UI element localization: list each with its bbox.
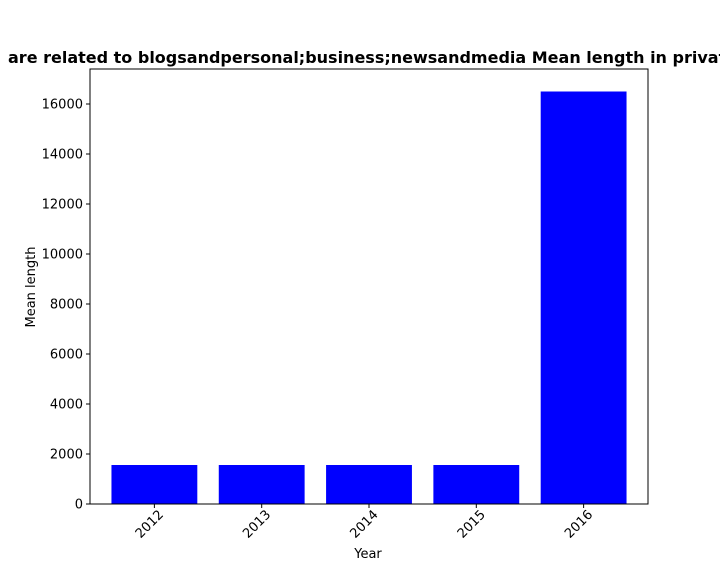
chart-title: are related to blogsandpersonal;business… [8, 48, 720, 67]
bar-2015 [433, 465, 520, 504]
x-tick-label: 2012 [133, 508, 167, 542]
y-axis: 0 2000 4000 6000 8000 10000 12000 14000 16000 [42, 98, 90, 513]
y-tick-label: 14000 [42, 148, 83, 163]
y-tick-label: 12000 [42, 198, 83, 213]
bar-2014 [326, 465, 412, 504]
y-axis-label: Mean length [24, 247, 39, 328]
bars-group [111, 91, 627, 504]
x-tick-label: 2015 [455, 508, 489, 542]
x-tick-label: 2013 [240, 508, 274, 542]
x-axis: 2012 2013 2014 2015 2016 [133, 504, 596, 542]
y-tick-label: 2000 [50, 448, 83, 463]
x-axis-label: Year [353, 547, 382, 562]
y-tick-label: 10000 [42, 248, 83, 263]
y-tick-label: 8000 [50, 298, 83, 313]
bar-2013 [218, 465, 305, 504]
bar-2012 [111, 465, 198, 504]
x-tick-label: 2014 [348, 508, 382, 542]
bar-2016 [540, 91, 627, 504]
y-tick-label: 4000 [50, 398, 83, 413]
y-tick-label: 6000 [50, 348, 83, 363]
y-tick-label: 0 [75, 498, 83, 513]
y-tick-label: 16000 [42, 98, 83, 113]
x-tick-label: 2016 [562, 508, 596, 542]
